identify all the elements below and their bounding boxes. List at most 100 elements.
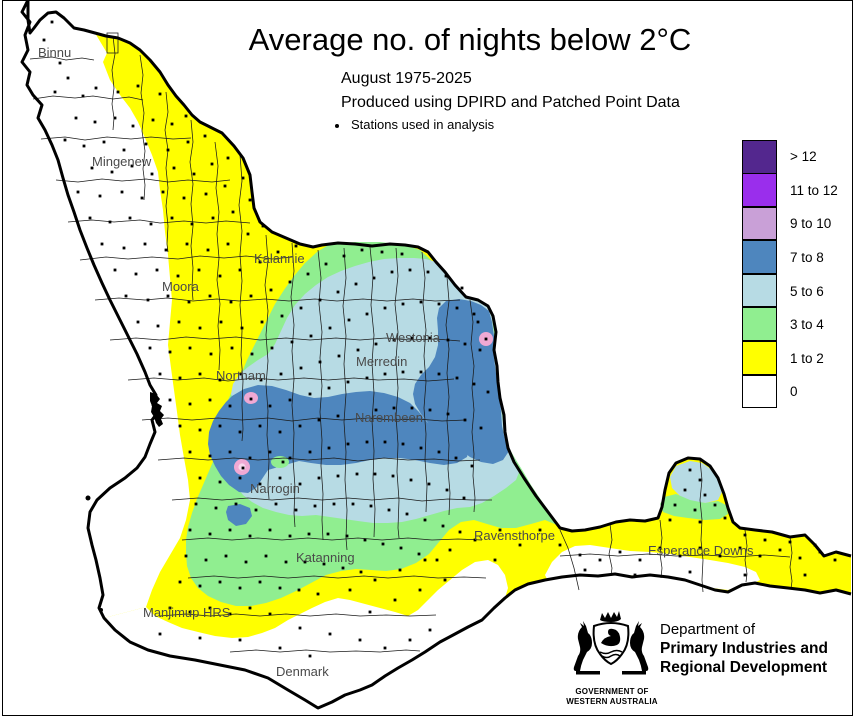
station-dot bbox=[318, 298, 322, 302]
station-dot bbox=[208, 398, 212, 402]
station-dot bbox=[316, 592, 320, 596]
station-dot bbox=[313, 504, 317, 508]
station-dot bbox=[110, 170, 114, 174]
station-dot bbox=[231, 210, 235, 214]
station-dot bbox=[188, 528, 192, 532]
station-dot bbox=[274, 502, 278, 506]
crown-icon bbox=[600, 611, 621, 622]
station-dot bbox=[206, 248, 210, 252]
dept-line1: Department of bbox=[660, 621, 756, 638]
place-label: Moora bbox=[162, 279, 200, 294]
station-dot bbox=[280, 314, 284, 318]
gov-line2: WESTERN AUSTRALIA bbox=[566, 697, 658, 706]
station-dot bbox=[294, 244, 298, 248]
place-label: Ravensthorpe bbox=[474, 528, 555, 543]
station-dot bbox=[240, 326, 244, 330]
station-dot bbox=[326, 532, 330, 536]
station-dot bbox=[140, 196, 144, 200]
station-dot bbox=[578, 553, 582, 557]
crest-base-left bbox=[576, 671, 600, 675]
station-dot bbox=[241, 176, 245, 180]
station-dot bbox=[168, 606, 172, 610]
station-dot bbox=[164, 248, 168, 252]
station-dot bbox=[188, 346, 192, 350]
station-dot bbox=[298, 424, 302, 428]
station-dot bbox=[351, 502, 355, 506]
station-dot bbox=[268, 528, 272, 532]
station-dot bbox=[437, 372, 441, 376]
station-dot bbox=[198, 636, 202, 640]
station-dot bbox=[249, 294, 253, 298]
station-dot bbox=[383, 646, 387, 650]
station-dot bbox=[258, 260, 262, 264]
station-dot bbox=[185, 242, 189, 246]
station-dot bbox=[166, 148, 170, 152]
legend-swatch bbox=[742, 273, 777, 308]
station-dot bbox=[324, 262, 328, 266]
station-dot bbox=[155, 268, 159, 272]
station-dot bbox=[703, 493, 707, 497]
station-dot bbox=[368, 610, 372, 614]
station-dot bbox=[409, 478, 413, 482]
station-dot bbox=[278, 430, 282, 434]
station-dot bbox=[188, 402, 192, 406]
station-dot bbox=[383, 372, 387, 376]
station-dot bbox=[743, 573, 747, 577]
station-dot bbox=[518, 543, 522, 547]
station-dot bbox=[476, 320, 480, 324]
station-dot bbox=[264, 554, 268, 558]
station-dot bbox=[270, 346, 274, 350]
station-dot bbox=[308, 392, 312, 396]
station-dot bbox=[408, 268, 412, 272]
station-dot bbox=[122, 246, 126, 250]
station-dot bbox=[738, 546, 742, 550]
station-dot bbox=[317, 418, 321, 422]
station-dot bbox=[288, 398, 292, 402]
station-dot bbox=[178, 376, 182, 380]
zone-steelblue-small bbox=[226, 504, 252, 526]
station-dot bbox=[134, 272, 138, 276]
station-dot bbox=[116, 90, 120, 94]
department-name: Department of Primary Industries and Reg… bbox=[660, 620, 828, 677]
coast-blob-2 bbox=[99, 608, 103, 612]
station-dot bbox=[383, 306, 387, 310]
station-dot bbox=[763, 538, 767, 542]
station-dot bbox=[177, 320, 181, 324]
station-dot bbox=[455, 306, 459, 310]
station-dot bbox=[446, 412, 450, 416]
station-dot bbox=[317, 476, 321, 480]
station-dot bbox=[341, 566, 345, 570]
station-dot bbox=[743, 533, 747, 537]
station-dot bbox=[472, 382, 476, 386]
station-dot bbox=[244, 560, 248, 564]
station-dot bbox=[258, 482, 262, 486]
station-dot bbox=[445, 488, 449, 492]
station-dot bbox=[279, 372, 283, 376]
place-labels: Binnu Mingenew Moora Kalannie Northam Westoni… bbox=[38, 45, 754, 679]
station-dot bbox=[238, 638, 242, 642]
station-dot bbox=[380, 250, 384, 254]
station-dot bbox=[419, 300, 423, 304]
station-dot bbox=[718, 554, 722, 558]
station-dot bbox=[441, 524, 445, 528]
station-dot bbox=[158, 372, 162, 376]
station-dot bbox=[373, 472, 377, 476]
station-dot-icon bbox=[335, 123, 339, 128]
station-dot bbox=[94, 86, 98, 90]
station-dot bbox=[259, 378, 263, 382]
station-dot bbox=[143, 242, 147, 246]
station-dot bbox=[230, 346, 234, 350]
station-dot bbox=[673, 503, 677, 507]
station-dot bbox=[186, 140, 190, 144]
station-dot bbox=[260, 320, 264, 324]
station-dot bbox=[356, 348, 360, 352]
station-dot bbox=[238, 586, 242, 590]
legend-label: 11 to 12 bbox=[790, 182, 838, 198]
station-dot bbox=[268, 404, 272, 408]
station-dot bbox=[374, 342, 378, 346]
station-dot bbox=[346, 442, 350, 446]
station-dot bbox=[158, 92, 162, 96]
station-dot bbox=[443, 578, 447, 582]
